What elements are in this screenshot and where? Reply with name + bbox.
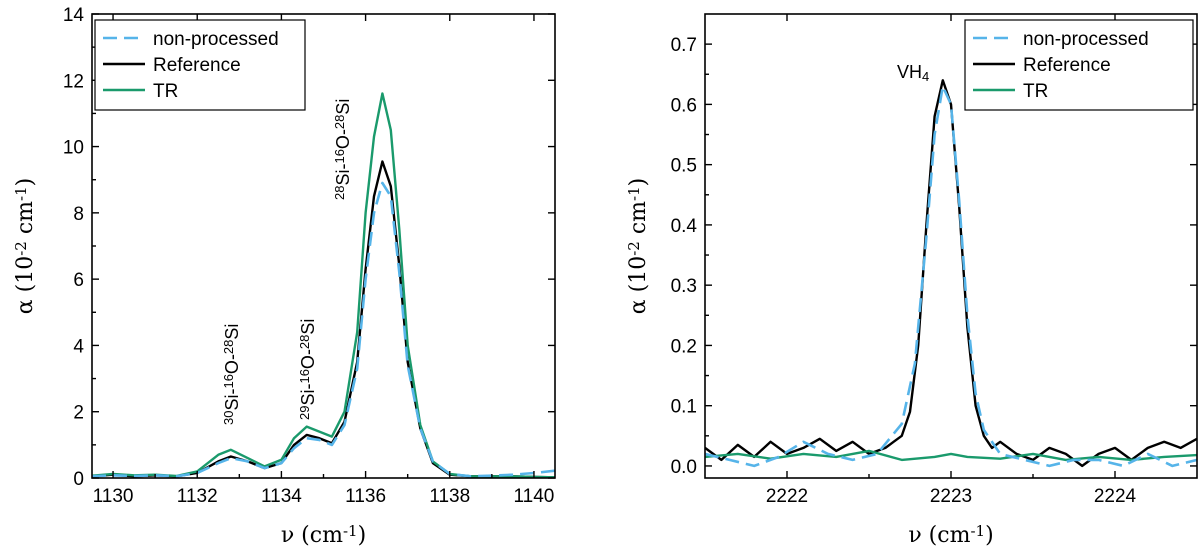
x-tick-label: 1136	[345, 486, 386, 507]
y-tick-label: 0.7	[671, 35, 697, 56]
y-tick-label: 12	[63, 71, 84, 92]
legend-label: non-processed	[153, 29, 279, 50]
legend-label: non-processed	[1023, 29, 1149, 50]
x-axis-title: ν (cm-1)	[908, 522, 993, 548]
y-tick-label: 0.0	[671, 457, 697, 478]
series-line-non-processed	[705, 85, 1197, 468]
x-tick-label: 1140	[514, 486, 555, 507]
x-tick-label: 1134	[261, 486, 302, 507]
x-tick-label: 1130	[93, 486, 134, 507]
y-tick-label: 0.4	[671, 216, 698, 237]
y-axis-title: α (10-2 cm-1)	[625, 178, 651, 314]
y-axis-title: α (10-2 cm-1)	[12, 178, 38, 314]
y-tick-label: 8	[73, 204, 84, 225]
legend-label: TR	[153, 81, 178, 102]
x-tick-label: 2223	[930, 486, 972, 507]
y-tick-label: 0.6	[671, 95, 697, 116]
x-axis-title: ν (cm-1)	[281, 522, 366, 548]
y-tick-label: 0.3	[671, 276, 697, 297]
y-tick-label: 10	[63, 138, 84, 159]
y-tick-label: 0.5	[671, 156, 697, 177]
y-tick-label: 0.2	[671, 336, 697, 357]
annotation-label: 28Si-16O-28Si	[332, 99, 353, 200]
x-tick-label: 2224	[1094, 486, 1137, 507]
legend-label: TR	[1023, 81, 1048, 102]
x-tick-label: 1132	[177, 486, 218, 507]
legend: non-processed Reference TR	[94, 19, 306, 111]
series-line-reference	[705, 79, 1197, 468]
series-line-tr	[705, 449, 1197, 462]
chart-panel-2: 2222 2223 2224 0.0 0.1 0.2 0.3 0.4 0.5 0.6 0.7 ν (c…	[625, 13, 1198, 548]
annotation-label: 29Si-16O-28Si	[297, 319, 318, 420]
y-tick-label: 0	[73, 469, 84, 490]
series-line-reference	[92, 160, 555, 478]
series-line-tr	[92, 92, 555, 478]
y-tick-label: 4	[73, 336, 84, 357]
legend: non-processed Reference TR	[964, 19, 1194, 111]
y-tick-label: 6	[73, 270, 84, 291]
y-tick-label: 0.1	[671, 397, 697, 418]
legend-label: Reference	[1023, 55, 1111, 76]
x-tick-label: 1138	[429, 486, 470, 507]
annotation-label: VH4	[897, 62, 929, 84]
y-tick-label: 14	[63, 5, 85, 26]
chart-panel-1: 1130 1132 1134 1136 1138 1140 0 2 4 6 8 10 12 14 ν (cm…	[12, 5, 556, 548]
x-tick-label: 2222	[766, 486, 808, 507]
annotation-label: 30Si-16O-28Si	[221, 324, 242, 425]
legend-label: Reference	[153, 55, 241, 76]
y-tick-label: 2	[73, 403, 84, 424]
